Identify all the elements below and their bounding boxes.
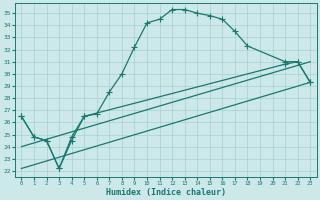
X-axis label: Humidex (Indice chaleur): Humidex (Indice chaleur) xyxy=(106,188,226,197)
